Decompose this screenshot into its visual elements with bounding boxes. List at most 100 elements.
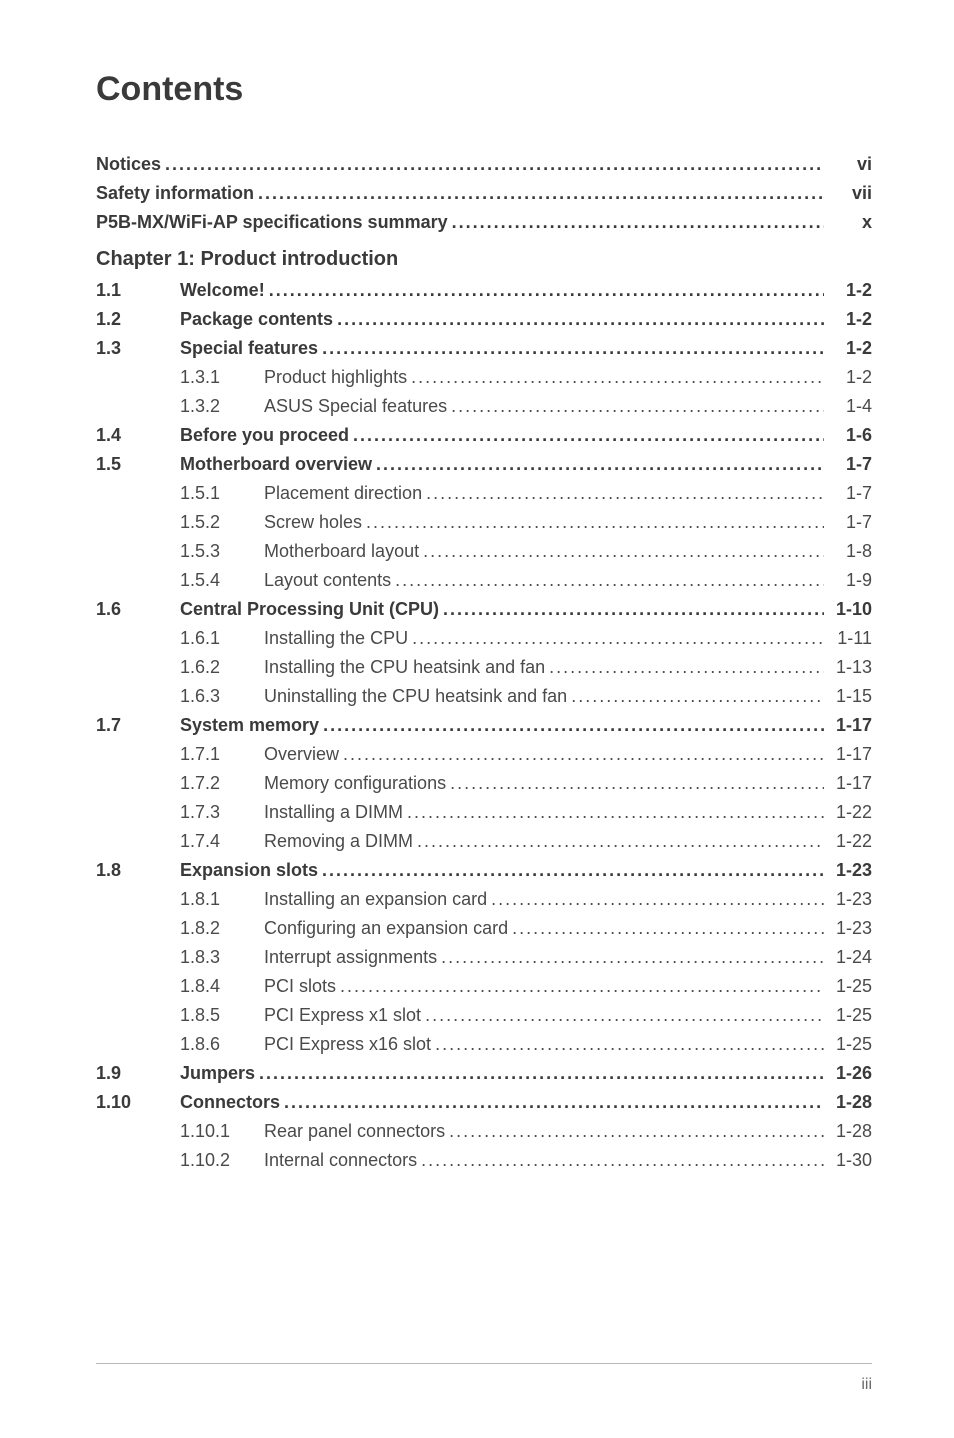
toc-leader xyxy=(165,155,824,173)
toc-number: 1.3 xyxy=(96,339,180,357)
toc-leader xyxy=(426,484,824,502)
toc-number: 1.6 xyxy=(96,600,180,618)
toc-number: 1.8.4 xyxy=(180,977,264,995)
toc-page: 1-8 xyxy=(828,542,872,560)
toc-leader xyxy=(421,1151,824,1169)
toc-leader xyxy=(258,184,824,202)
toc-row: P5B-MX/WiFi-AP specifications summaryx xyxy=(96,213,872,231)
toc-page: 1-2 xyxy=(828,310,872,328)
chapter-heading: Chapter 1: Product introduction xyxy=(96,249,872,269)
toc-page: x xyxy=(828,213,872,231)
toc-label: Central Processing Unit (CPU) xyxy=(180,600,439,618)
toc-row: 1.3.1Product highlights1-2 xyxy=(96,368,872,386)
toc-page: 1-9 xyxy=(828,571,872,589)
toc-leader xyxy=(259,1064,824,1082)
toc-label: Configuring an expansion card xyxy=(264,919,508,937)
toc-page: 1-2 xyxy=(828,368,872,386)
toc-page: 1-24 xyxy=(828,948,872,966)
toc-label: Special features xyxy=(180,339,318,357)
page-title: Contents xyxy=(96,70,872,109)
toc-label: Uninstalling the CPU heatsink and fan xyxy=(264,687,567,705)
toc-label: Connectors xyxy=(180,1093,280,1111)
footer-rule xyxy=(96,1363,872,1364)
toc-page: 1-22 xyxy=(828,803,872,821)
toc-row: 1.5.4Layout contents1-9 xyxy=(96,571,872,589)
toc-number: 1.9 xyxy=(96,1064,180,1082)
toc-number: 1.8.2 xyxy=(180,919,264,937)
toc-label: Package contents xyxy=(180,310,333,328)
toc-leader xyxy=(491,890,824,908)
toc-page: 1-23 xyxy=(828,890,872,908)
toc-leader xyxy=(322,339,824,357)
toc-leader xyxy=(549,658,824,676)
toc-leader xyxy=(395,571,824,589)
toc-number: 1.8.1 xyxy=(180,890,264,908)
toc-label: Removing a DIMM xyxy=(264,832,413,850)
toc-leader xyxy=(443,600,824,618)
toc-number: 1.8.3 xyxy=(180,948,264,966)
toc-label: Overview xyxy=(264,745,339,763)
toc-label: Before you proceed xyxy=(180,426,349,444)
toc-page: vi xyxy=(828,155,872,173)
toc-leader xyxy=(412,629,824,647)
toc-page: 1-28 xyxy=(828,1093,872,1111)
toc-row: 1.8.4PCI slots 1-25 xyxy=(96,977,872,995)
toc-label: PCI Express x16 slot xyxy=(264,1035,431,1053)
toc-label: Motherboard layout xyxy=(264,542,419,560)
toc-number: 1.7.4 xyxy=(180,832,264,850)
toc-leader xyxy=(343,745,824,763)
toc-number: 1.6.3 xyxy=(180,687,264,705)
toc-leader xyxy=(451,397,824,415)
toc-label: Installing the CPU heatsink and fan xyxy=(264,658,545,676)
toc-leader xyxy=(441,948,824,966)
toc-number: 1.7.3 xyxy=(180,803,264,821)
toc-row: 1.6.3Uninstalling the CPU heatsink and f… xyxy=(96,687,872,705)
toc-row: 1.5.3Motherboard layout 1-8 xyxy=(96,542,872,560)
toc-label: Internal connectors xyxy=(264,1151,417,1169)
toc-number: 1.8.5 xyxy=(180,1006,264,1024)
toc-label: Notices xyxy=(96,155,161,173)
toc-row: 1.7System memory1-17 xyxy=(96,716,872,734)
toc-leader xyxy=(450,774,824,792)
toc-number: 1.10.1 xyxy=(180,1122,264,1140)
toc-row: 1.3Special features1-2 xyxy=(96,339,872,357)
toc-leader xyxy=(407,803,824,821)
toc-page: 1-25 xyxy=(828,1006,872,1024)
toc-number: 1.5.3 xyxy=(180,542,264,560)
toc-page: 1-25 xyxy=(828,977,872,995)
toc-row: 1.6.2Installing the CPU heatsink and fan… xyxy=(96,658,872,676)
toc-label: Welcome! xyxy=(180,281,265,299)
toc-number: 1.5.2 xyxy=(180,513,264,531)
toc-row: 1.2Package contents1-2 xyxy=(96,310,872,328)
toc-leader xyxy=(425,1006,824,1024)
toc-page: 1-4 xyxy=(828,397,872,415)
toc-row: 1.8Expansion slots1-23 xyxy=(96,861,872,879)
toc-page: 1-11 xyxy=(828,629,872,647)
toc-page: 1-7 xyxy=(828,455,872,473)
toc-number: 1.4 xyxy=(96,426,180,444)
toc-page: 1-7 xyxy=(828,513,872,531)
toc-row: 1.9Jumpers1-26 xyxy=(96,1064,872,1082)
toc-row: 1.7.4Removing a DIMM1-22 xyxy=(96,832,872,850)
toc-page: 1-2 xyxy=(828,281,872,299)
toc-number: 1.10.2 xyxy=(180,1151,264,1169)
toc-leader xyxy=(435,1035,824,1053)
toc-row: 1.6.1Installing the CPU1-11 xyxy=(96,629,872,647)
toc-label: Layout contents xyxy=(264,571,391,589)
toc-leader xyxy=(449,1122,824,1140)
toc-number: 1.7.2 xyxy=(180,774,264,792)
toc-label: Motherboard overview xyxy=(180,455,372,473)
toc-label: Screw holes xyxy=(264,513,362,531)
toc-page: 1-6 xyxy=(828,426,872,444)
toc-leader xyxy=(423,542,824,560)
toc-leader xyxy=(411,368,824,386)
toc-number: 1.7.1 xyxy=(180,745,264,763)
toc-page: 1-17 xyxy=(828,774,872,792)
toc-row: 1.8.2Configuring an expansion card1-23 xyxy=(96,919,872,937)
toc-leader xyxy=(376,455,824,473)
toc-label: PCI slots xyxy=(264,977,336,995)
toc-number: 1.10 xyxy=(96,1093,180,1111)
toc-label: System memory xyxy=(180,716,319,734)
toc-number: 1.6.1 xyxy=(180,629,264,647)
toc-row: 1.10.2Internal connectors1-30 xyxy=(96,1151,872,1169)
